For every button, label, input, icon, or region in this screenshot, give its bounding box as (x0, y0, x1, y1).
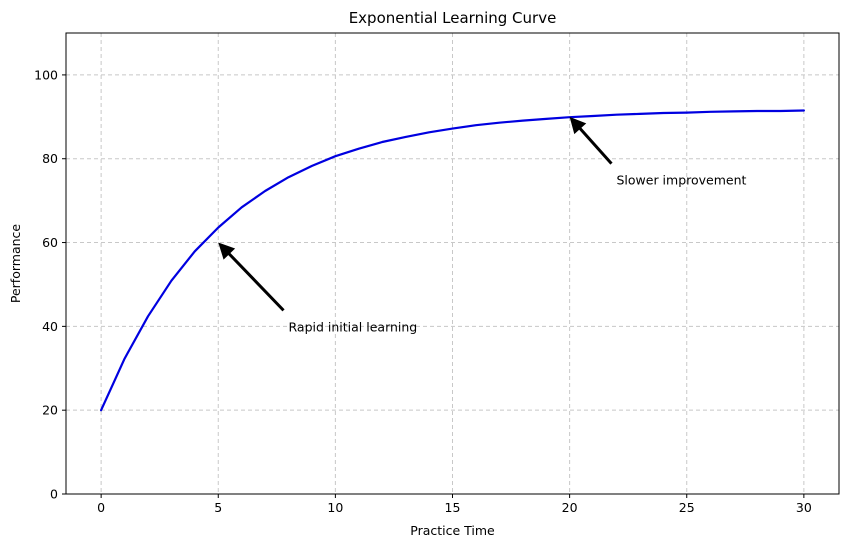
x-tick-label: 10 (327, 500, 343, 515)
annotations: Rapid initial learning Slower improvement (218, 116, 747, 334)
x-axis-label: Practice Time (410, 523, 495, 538)
y-tick-label: 100 (34, 67, 58, 82)
x-tick-label: 30 (796, 500, 812, 515)
ticks: 0 5 10 15 20 25 30 0 20 40 60 80 100 (34, 67, 812, 515)
annotation-arrowhead (218, 242, 236, 260)
annotation-arrowhead (569, 116, 587, 135)
x-tick-label: 20 (562, 500, 578, 515)
x-tick-label: 0 (97, 500, 105, 515)
y-tick-label: 60 (42, 235, 58, 250)
x-tick-label: 25 (679, 500, 695, 515)
x-tick-label: 15 (445, 500, 461, 515)
annotation-text: Slower improvement (616, 173, 746, 188)
series-layer (99, 109, 806, 412)
grid (66, 33, 839, 495)
annotation-1: Slower improvement (569, 116, 747, 188)
y-tick-label: 40 (42, 319, 58, 334)
plot-frame (65, 32, 840, 495)
y-tick-label: 20 (42, 403, 58, 418)
x-tick-label: 5 (214, 500, 222, 515)
y-tick-label: 80 (42, 151, 58, 166)
chart-title: Exponential Learning Curve (349, 9, 557, 27)
annotation-0: Rapid initial learning (218, 242, 418, 334)
y-tick-label: 0 (50, 487, 58, 502)
series-line-0 (99, 109, 806, 412)
annotation-arrow-shaft (226, 251, 285, 312)
annotation-text: Rapid initial learning (289, 319, 418, 334)
annotation-arrow-shaft (577, 126, 613, 165)
y-axis-label: Performance (8, 224, 23, 304)
